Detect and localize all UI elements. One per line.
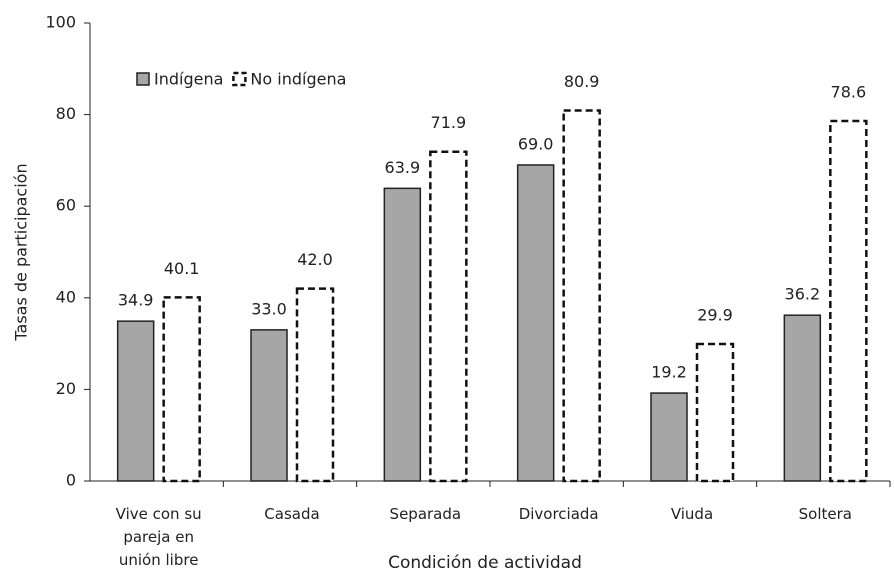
bar [562, 109, 601, 483]
value-label: 19.2 [651, 363, 687, 382]
y-tick-label: 60 [56, 196, 76, 215]
value-label: 69.0 [518, 134, 554, 153]
y-tick-label: 40 [56, 287, 76, 306]
y-tick-label: 80 [56, 104, 76, 123]
x-tick-label: Vive con su pareja en unión libre [115, 505, 202, 569]
value-label: 36.2 [785, 285, 821, 304]
bar [783, 314, 822, 482]
bar [295, 287, 335, 483]
y-axis-title: Tasas de participación [12, 163, 31, 341]
bar [829, 119, 868, 483]
value-label: 42.0 [297, 250, 333, 269]
x-axis-title: Condición de actividad [388, 553, 582, 573]
legend-label: No indígena [250, 70, 346, 89]
bar [162, 296, 201, 483]
bar [383, 187, 422, 482]
value-label: 34.9 [118, 291, 154, 310]
x-tick-label: Separada [389, 505, 462, 523]
legend-label: Indígena [154, 70, 223, 89]
value-label: 78.6 [831, 83, 867, 102]
y-tick-label: 20 [56, 379, 76, 398]
value-label: 63.9 [385, 158, 421, 177]
value-label: 33.0 [251, 299, 287, 318]
y-tick-label: 100 [45, 13, 76, 32]
bar [516, 164, 555, 482]
bar [429, 150, 468, 483]
value-label: 40.1 [164, 259, 200, 278]
value-label: 80.9 [564, 72, 600, 91]
bar [695, 342, 735, 483]
bar [116, 320, 155, 482]
value-label: 71.9 [431, 113, 467, 132]
x-tick-label: Casada [264, 505, 320, 523]
x-tick-label: Viuda [670, 505, 714, 523]
x-tick-label: Divorciada [518, 505, 599, 523]
bar [250, 329, 288, 482]
y-tick-label: 0 [66, 471, 76, 490]
value-label: 29.9 [697, 306, 733, 325]
legend-swatch [136, 72, 150, 86]
legend-swatch [232, 71, 247, 87]
bar [650, 392, 688, 482]
x-tick-label: Soltera [798, 505, 852, 523]
